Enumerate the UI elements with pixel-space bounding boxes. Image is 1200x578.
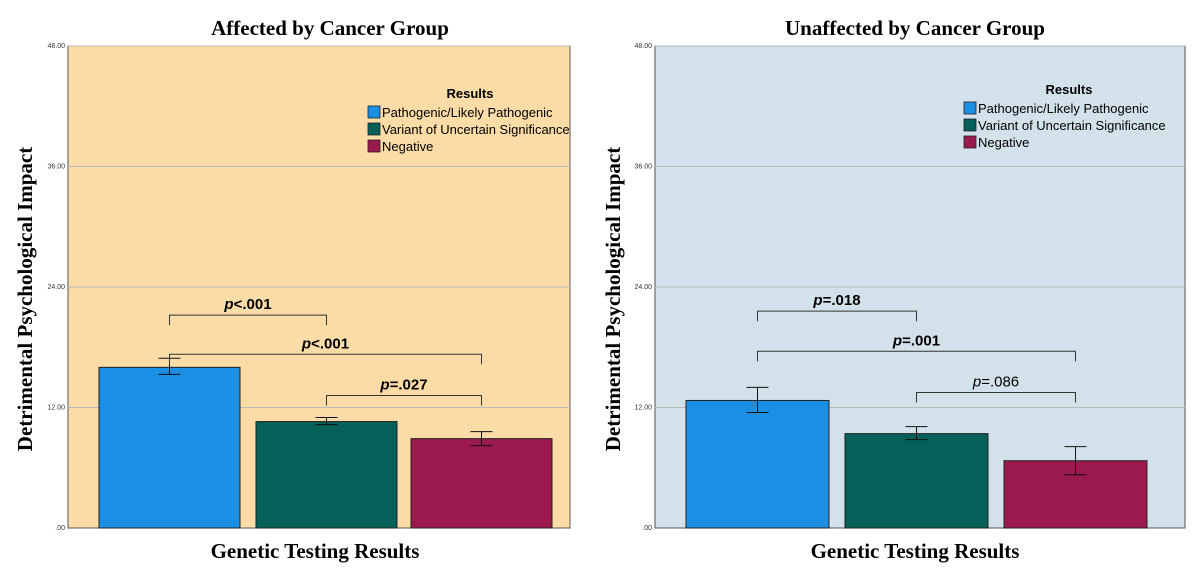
panel1-title: Affected by Cancer Group <box>211 16 449 40</box>
panel2-legend-label-2: Variant of Uncertain Significance <box>978 118 1166 133</box>
panel2-y-tick-label: 12.00 <box>634 405 652 412</box>
panel2-comparison-label-1: p=.018 <box>812 292 860 309</box>
panel1-legend-label-2: Variant of Uncertain Significance <box>382 122 570 137</box>
panel1-y-tick-label: .00 <box>55 525 65 532</box>
panel2-legend-label-1: Pathogenic/Likely Pathogenic <box>978 101 1149 116</box>
panel1-chart: .00 12.00 24.00 36.00 48.00 Affected by Cance… <box>13 16 571 563</box>
panel1-legend-title: Results <box>447 86 494 101</box>
panel1-legend-swatch-2 <box>367 122 381 136</box>
panel1-bar-2 <box>255 421 398 529</box>
panel2-bar-3 <box>1003 460 1148 529</box>
panel2-legend-swatch-3 <box>963 135 977 149</box>
panel1-legend-label-3: Negative <box>382 139 433 154</box>
panel2-legend-title: Results <box>1046 82 1093 97</box>
panel2-comparison-label-3: p=.086 <box>972 373 1019 390</box>
panel2-comparison-bracket-3 <box>916 391 1076 403</box>
panel2-bar-1 <box>685 399 830 529</box>
panel1-comparison-label-1: p<.001 <box>223 296 271 313</box>
panel2-legend-swatch-2 <box>963 118 977 132</box>
panel2-comparison-label-2: p=.001 <box>892 332 940 349</box>
panel1-y-axis-label: Detrimental Psychological Impact <box>13 147 37 451</box>
panel1-comparison-bracket-1 <box>169 314 327 326</box>
panel1-bar-3 <box>410 438 553 529</box>
panel1-legend-label-1: Pathogenic/Likely Pathogenic <box>382 105 553 120</box>
panel1-comparison-label-3: p=.027 <box>379 376 427 393</box>
panel1-legend-swatch-1 <box>367 105 381 119</box>
panel1-comparison-bracket-3 <box>326 394 482 406</box>
panel2-y-tick-label: 24.00 <box>634 284 652 291</box>
panel2-y-axis-label: Detrimental Psychological Impact <box>601 147 625 451</box>
panel1-x-axis-label: Genetic Testing Results <box>211 539 420 563</box>
panel1-comparison-label-2: p<.001 <box>301 335 349 352</box>
panel1-y-tick-label: 12.00 <box>47 405 65 412</box>
panel2-x-axis-label: Genetic Testing Results <box>811 539 1020 563</box>
panel2-title: Unaffected by Cancer Group <box>785 16 1045 40</box>
panel2-comparison-bracket-2 <box>757 350 1076 362</box>
panel2-legend-swatch-1 <box>963 101 977 115</box>
panel2-y-tick-label: 48.00 <box>634 43 652 50</box>
panel1-legend-swatch-3 <box>367 139 381 153</box>
panel2-bar-2 <box>844 433 989 529</box>
panel1-y-tick-label: 36.00 <box>47 164 65 171</box>
panel1-bar-1 <box>98 366 241 529</box>
panel1-y-tick-label: 24.00 <box>47 284 65 291</box>
panel2-legend-label-3: Negative <box>978 135 1029 150</box>
panel2-y-tick-label: 36.00 <box>634 164 652 171</box>
panel2-chart: .00 12.00 24.00 36.00 48.00 Unaffected by Can… <box>601 16 1186 563</box>
panel1-y-tick-label: 48.00 <box>47 43 65 50</box>
panel1-comparison-bracket-2 <box>169 353 482 365</box>
panel2-y-tick-label: .00 <box>642 525 652 532</box>
panel2-comparison-bracket-1 <box>757 310 917 322</box>
